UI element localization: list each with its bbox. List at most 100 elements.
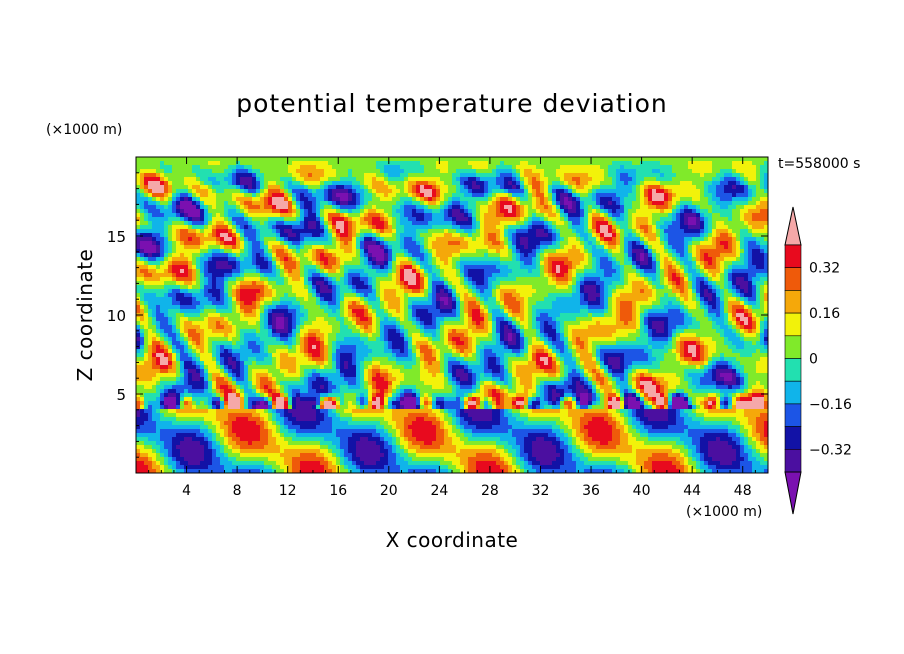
- field-cell: [196, 213, 201, 218]
- field-cell: [372, 237, 377, 242]
- field-cell: [500, 213, 505, 218]
- field-cell: [280, 269, 285, 274]
- field-cell: [720, 265, 725, 270]
- field-cell: [528, 173, 533, 178]
- field-cell: [140, 209, 145, 214]
- field-cell: [392, 237, 397, 242]
- field-cell: [648, 265, 653, 270]
- field-cell: [516, 193, 521, 198]
- field-cell: [600, 213, 605, 218]
- field-cell: [416, 177, 421, 182]
- field-cell: [576, 213, 581, 218]
- field-cell: [176, 257, 181, 262]
- field-cell: [408, 157, 413, 162]
- field-cell: [292, 221, 297, 226]
- field-cell: [732, 257, 737, 262]
- field-cell: [760, 189, 765, 194]
- field-cell: [636, 277, 641, 282]
- field-cell: [736, 269, 741, 274]
- field-cell: [216, 241, 221, 246]
- field-cell: [284, 213, 289, 218]
- field-cell: [356, 181, 361, 186]
- field-cell: [420, 245, 425, 250]
- field-cell: [200, 213, 205, 218]
- field-cell: [300, 269, 305, 274]
- field-cell: [640, 213, 645, 218]
- field-cell: [540, 245, 545, 250]
- field-cell: [684, 189, 689, 194]
- field-cell: [500, 237, 505, 242]
- field-cell: [744, 193, 749, 198]
- field-cell: [320, 189, 325, 194]
- field-cell: [292, 209, 297, 214]
- field-cell: [348, 201, 353, 206]
- field-cell: [284, 209, 289, 214]
- field-cell: [208, 177, 213, 182]
- field-cell: [172, 273, 177, 278]
- field-cell: [552, 233, 557, 238]
- field-cell: [724, 229, 729, 234]
- field-cell: [484, 273, 489, 278]
- field-cell: [720, 173, 725, 178]
- field-cell: [140, 157, 145, 162]
- field-cell: [624, 241, 629, 246]
- field-cell: [520, 273, 525, 278]
- field-cell: [516, 177, 521, 182]
- field-cell: [180, 265, 185, 270]
- field-cell: [140, 213, 145, 218]
- field-cell: [376, 197, 381, 202]
- field-cell: [200, 229, 205, 234]
- field-cell: [216, 265, 221, 270]
- field-cell: [572, 261, 577, 266]
- field-cell: [308, 189, 313, 194]
- field-cell: [540, 165, 545, 170]
- field-cell: [384, 189, 389, 194]
- field-cell: [696, 237, 701, 242]
- field-cell: [628, 261, 633, 266]
- field-cell: [444, 229, 449, 234]
- field-cell: [260, 273, 265, 278]
- field-cell: [320, 241, 325, 246]
- field-cell: [704, 173, 709, 178]
- field-cell: [212, 181, 217, 186]
- field-cell: [340, 265, 345, 270]
- field-cell: [208, 253, 213, 258]
- field-cell: [604, 201, 609, 206]
- field-cell: [452, 269, 457, 274]
- field-cell: [660, 233, 665, 238]
- field-cell: [620, 173, 625, 178]
- field-cell: [680, 237, 685, 242]
- field-cell: [388, 225, 393, 230]
- field-cell: [200, 257, 205, 262]
- field-cell: [504, 181, 509, 186]
- field-cell: [588, 165, 593, 170]
- field-cell: [516, 209, 521, 214]
- field-cell: [512, 261, 517, 266]
- field-cell: [524, 173, 529, 178]
- field-cell: [740, 253, 745, 258]
- field-cell: [532, 221, 537, 226]
- field-cell: [304, 201, 309, 206]
- field-cell: [680, 225, 685, 230]
- field-cell: [540, 269, 545, 274]
- field-cell: [528, 201, 533, 206]
- field-cell: [664, 209, 669, 214]
- field-cell: [492, 189, 497, 194]
- field-cell: [236, 157, 241, 162]
- field-cell: [204, 269, 209, 274]
- field-cell: [652, 245, 657, 250]
- field-cell: [168, 269, 173, 274]
- field-cell: [564, 265, 569, 270]
- field-cell: [348, 229, 353, 234]
- field-cell: [288, 213, 293, 218]
- field-cell: [612, 217, 617, 222]
- field-cell: [616, 181, 621, 186]
- field-cell: [212, 213, 217, 218]
- field-cell: [636, 237, 641, 242]
- field-cell: [764, 189, 768, 194]
- field-cell: [596, 253, 601, 258]
- field-cell: [356, 193, 361, 198]
- field-cell: [240, 177, 245, 182]
- field-cell: [380, 189, 385, 194]
- field-cell: [380, 281, 385, 286]
